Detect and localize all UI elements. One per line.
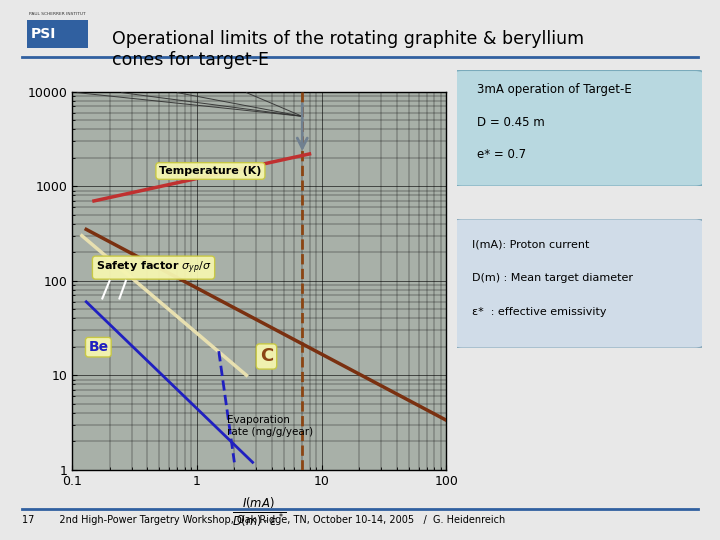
Text: Operational limits of the rotating graphite & beryllium
cones for target-E: Operational limits of the rotating graph…: [112, 30, 584, 69]
Text: Safety factor $\sigma_{yp}/\sigma$: Safety factor $\sigma_{yp}/\sigma$: [96, 259, 212, 276]
Text: D = 0.45 m: D = 0.45 m: [477, 116, 544, 129]
Text: PAUL SCHERRER INSTITUT: PAUL SCHERRER INSTITUT: [30, 12, 86, 16]
Text: 17        2nd High-Power Targetry Workshop, Oak Ridge, TN, October 10-14, 2005  : 17 2nd High-Power Targetry Workshop, Oak…: [22, 515, 505, 525]
X-axis label: $\frac{I(mA)}{D(m)\cdot\varepsilon^*}$: $\frac{I(mA)}{D(m)\cdot\varepsilon^*}$: [232, 496, 287, 529]
Text: C: C: [260, 348, 273, 366]
Text: I(mA): Proton current: I(mA): Proton current: [472, 239, 589, 249]
Text: e* = 0.7: e* = 0.7: [477, 148, 526, 161]
Text: D(m) : Mean target diameter: D(m) : Mean target diameter: [472, 273, 633, 283]
Text: 3mA operation of Target-E: 3mA operation of Target-E: [477, 83, 631, 97]
Text: Be: Be: [89, 340, 109, 354]
Text: PSI: PSI: [31, 27, 57, 41]
FancyBboxPatch shape: [452, 219, 704, 348]
Text: ε*  : effective emissivity: ε* : effective emissivity: [472, 307, 606, 316]
Text: Evaporation
rate (mg/g/year): Evaporation rate (mg/g/year): [227, 415, 313, 437]
Text: Temperature (K): Temperature (K): [159, 166, 261, 176]
Bar: [27, 19, 88, 48]
FancyBboxPatch shape: [452, 70, 704, 186]
